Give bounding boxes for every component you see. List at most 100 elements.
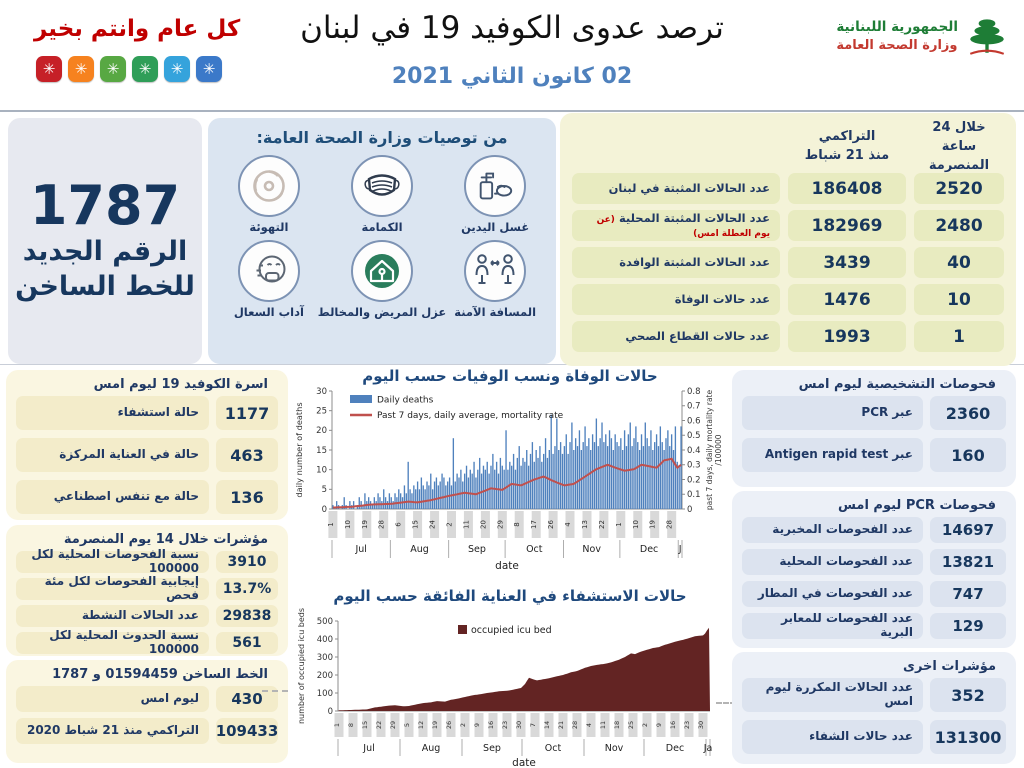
greeting-tiles: ✳ ✳ ✳ ✳ ✳ ✳ xyxy=(36,56,222,82)
reco-label: آداب السعال xyxy=(233,305,304,319)
svg-text:30: 30 xyxy=(316,386,327,396)
cumulative-row: عدد حالات القطاع الصحي 1993 1 xyxy=(572,321,1004,352)
reco-item: التهوئة xyxy=(220,155,318,234)
svg-text:7: 7 xyxy=(529,722,537,726)
svg-text:Nov: Nov xyxy=(605,743,624,754)
svg-text:0.7: 0.7 xyxy=(687,401,701,411)
stat-value: 2360 xyxy=(930,396,1006,430)
svg-text:26: 26 xyxy=(445,720,453,728)
hotline-stats-title: الخط الساخن 01594459 و 1787 xyxy=(52,667,268,682)
stat-row: عدد الحالات النشطة 29838 xyxy=(16,605,278,627)
stat-value: 109433 xyxy=(216,718,278,744)
stat-label: عدد الفحوصات المخبرية xyxy=(742,517,923,543)
stat-value: 430 xyxy=(216,686,278,712)
svg-text:17: 17 xyxy=(530,520,538,529)
stat-value: 14697 xyxy=(930,517,1006,543)
hotline-caption-1: الرقم الجديد xyxy=(22,236,188,268)
svg-text:0.5: 0.5 xyxy=(687,431,701,441)
greeting-tile: ✳ xyxy=(36,56,62,82)
svg-text:occupied icu bed: occupied icu bed xyxy=(471,625,552,636)
svg-text:19: 19 xyxy=(431,720,439,728)
svg-text:Oct: Oct xyxy=(526,544,543,555)
stat-row: إيجابية الفحوصات لكل مئة فحص 13.7% xyxy=(16,574,278,602)
svg-text:2: 2 xyxy=(459,722,467,726)
cedar-tree-icon xyxy=(964,12,1010,62)
reco-item: غسل اليدين xyxy=(446,155,544,234)
stat-row: حالة مع تنفس اصطناعي 136 xyxy=(16,480,278,514)
svg-text:Jul: Jul xyxy=(362,743,374,754)
stat-row: التراكمي منذ 21 شباط 2020 109433 xyxy=(16,718,278,744)
deaths-chart-plot: 0 5 10 15 20 25 30 0 0.1 0.2 0.3 0.4 0.5 0.6 0.7 0.8 Dai… xyxy=(292,385,728,585)
hotline-number: 1787 xyxy=(29,173,181,237)
stat-value: 129 xyxy=(930,613,1006,639)
cumulative-value: 3439 xyxy=(788,247,906,278)
other-indicators-title: مؤشرات اخرى xyxy=(903,659,996,674)
stat-row: عبر Antigen rapid test 160 xyxy=(742,438,1006,472)
stat-row: عدد الفحوصات في المطار 747 xyxy=(742,581,1006,607)
svg-text:200: 200 xyxy=(317,670,333,680)
cumulative-row-label: عدد حالات الوفاة xyxy=(572,284,780,315)
cumulative-row: عدد الحالات المثبتة في لبنان 186408 2520 xyxy=(572,173,1004,204)
dashed-connector-left xyxy=(262,690,288,692)
indicators-14d-panel: مؤشرات خلال 14 يوم المنصرمة نسبة الفحوصا… xyxy=(6,525,288,656)
svg-text:5: 5 xyxy=(403,722,411,726)
hotline-stats-panel: الخط الساخن 01594459 و 1787 ليوم امس 430 ا… xyxy=(6,660,288,763)
svg-text:0.6: 0.6 xyxy=(687,416,701,426)
hand-sanitizer-icon xyxy=(464,155,527,217)
svg-text:date: date xyxy=(512,757,536,768)
svg-text:Aug: Aug xyxy=(422,743,441,754)
stat-row: عدد الفحوصات المخبرية 14697 xyxy=(742,517,1006,543)
stat-label: عدد الفحوصات للمعابر البرية xyxy=(742,611,923,639)
hotline-caption-2: للخط الساخن xyxy=(15,271,195,303)
svg-text:0.4: 0.4 xyxy=(687,445,701,455)
svg-text:9: 9 xyxy=(655,722,663,726)
header-divider xyxy=(0,110,1024,112)
last24h-value: 10 xyxy=(914,284,1004,315)
dashed-connector-right xyxy=(716,702,736,704)
svg-text:1: 1 xyxy=(327,522,335,526)
svg-text:19: 19 xyxy=(361,520,369,529)
reco-item: عزل المريض والمخالط xyxy=(318,240,446,319)
logo-line-republic: الجمهورية اللبنانية xyxy=(836,18,958,35)
greeting-tile: ✳ xyxy=(164,56,190,82)
svg-text:22: 22 xyxy=(598,520,606,529)
stat-value: 131300 xyxy=(930,720,1006,754)
stat-label: نسبة الحدوث المحلية لكل 100000 xyxy=(16,628,209,656)
home-isolation-icon xyxy=(351,240,414,302)
covid-beds-panel: اسرة الكوفيد 19 ليوم امس حالة استشفاء 117… xyxy=(6,370,288,520)
deaths-chart: حالات الوفاة ونسب الوفيات حسب اليوم 0 5 10… xyxy=(292,368,728,586)
svg-text:0: 0 xyxy=(322,504,327,514)
svg-text:4: 4 xyxy=(585,722,593,726)
svg-text:Sep: Sep xyxy=(468,544,486,555)
cumulative-value: 1993 xyxy=(788,321,906,352)
stat-row: عبر PCR 2360 xyxy=(742,396,1006,430)
svg-text:0.8: 0.8 xyxy=(687,386,701,396)
stat-label: التراكمي منذ 21 شباط 2020 xyxy=(16,718,209,744)
snowflake-icon: ✳ xyxy=(74,60,88,78)
reco-label: غسل اليدين xyxy=(461,220,530,234)
cumulative-row: عدد حالات الوفاة 1476 10 xyxy=(572,284,1004,315)
svg-text:30: 30 xyxy=(697,720,705,728)
svg-text:1: 1 xyxy=(615,522,623,526)
recommendations-grid: غسل اليدين الكمامة التهوئة المسافة الآمنة عز… xyxy=(208,153,556,319)
deaths-chart-title: حالات الوفاة ونسب الوفيات حسب اليوم xyxy=(362,367,658,385)
recommendations-title: من توصيات وزارة الصحة العامة: xyxy=(256,128,508,147)
svg-text:4: 4 xyxy=(564,521,572,526)
svg-text:8: 8 xyxy=(347,722,355,726)
cumulative-col-header: التراكمي منذ 21 شباط xyxy=(804,129,890,164)
svg-text:past 7 days, daily mortality r: past 7 days, daily mortality rate xyxy=(705,389,714,510)
stat-row: عدد حالات الشفاء 131300 xyxy=(742,720,1006,754)
other-indicators-panel: مؤشرات اخرى عدد الحالات المكررة ليوم امس… xyxy=(732,652,1016,764)
last24h-value: 2480 xyxy=(914,210,1004,241)
svg-text:12: 12 xyxy=(417,720,425,728)
cumulative-value: 1476 xyxy=(788,284,906,315)
new-year-greeting: كل عام وانتم بخير xyxy=(34,16,241,42)
physical-distance-icon xyxy=(464,240,527,302)
snowflake-icon: ✳ xyxy=(138,60,152,78)
svg-text:0.1: 0.1 xyxy=(687,490,701,500)
svg-text:0.2: 0.2 xyxy=(687,475,701,485)
face-mask-icon xyxy=(351,155,414,217)
reco-item: آداب السعال xyxy=(220,240,318,319)
stat-row: عدد الفحوصات المحلية 13821 xyxy=(742,549,1006,575)
